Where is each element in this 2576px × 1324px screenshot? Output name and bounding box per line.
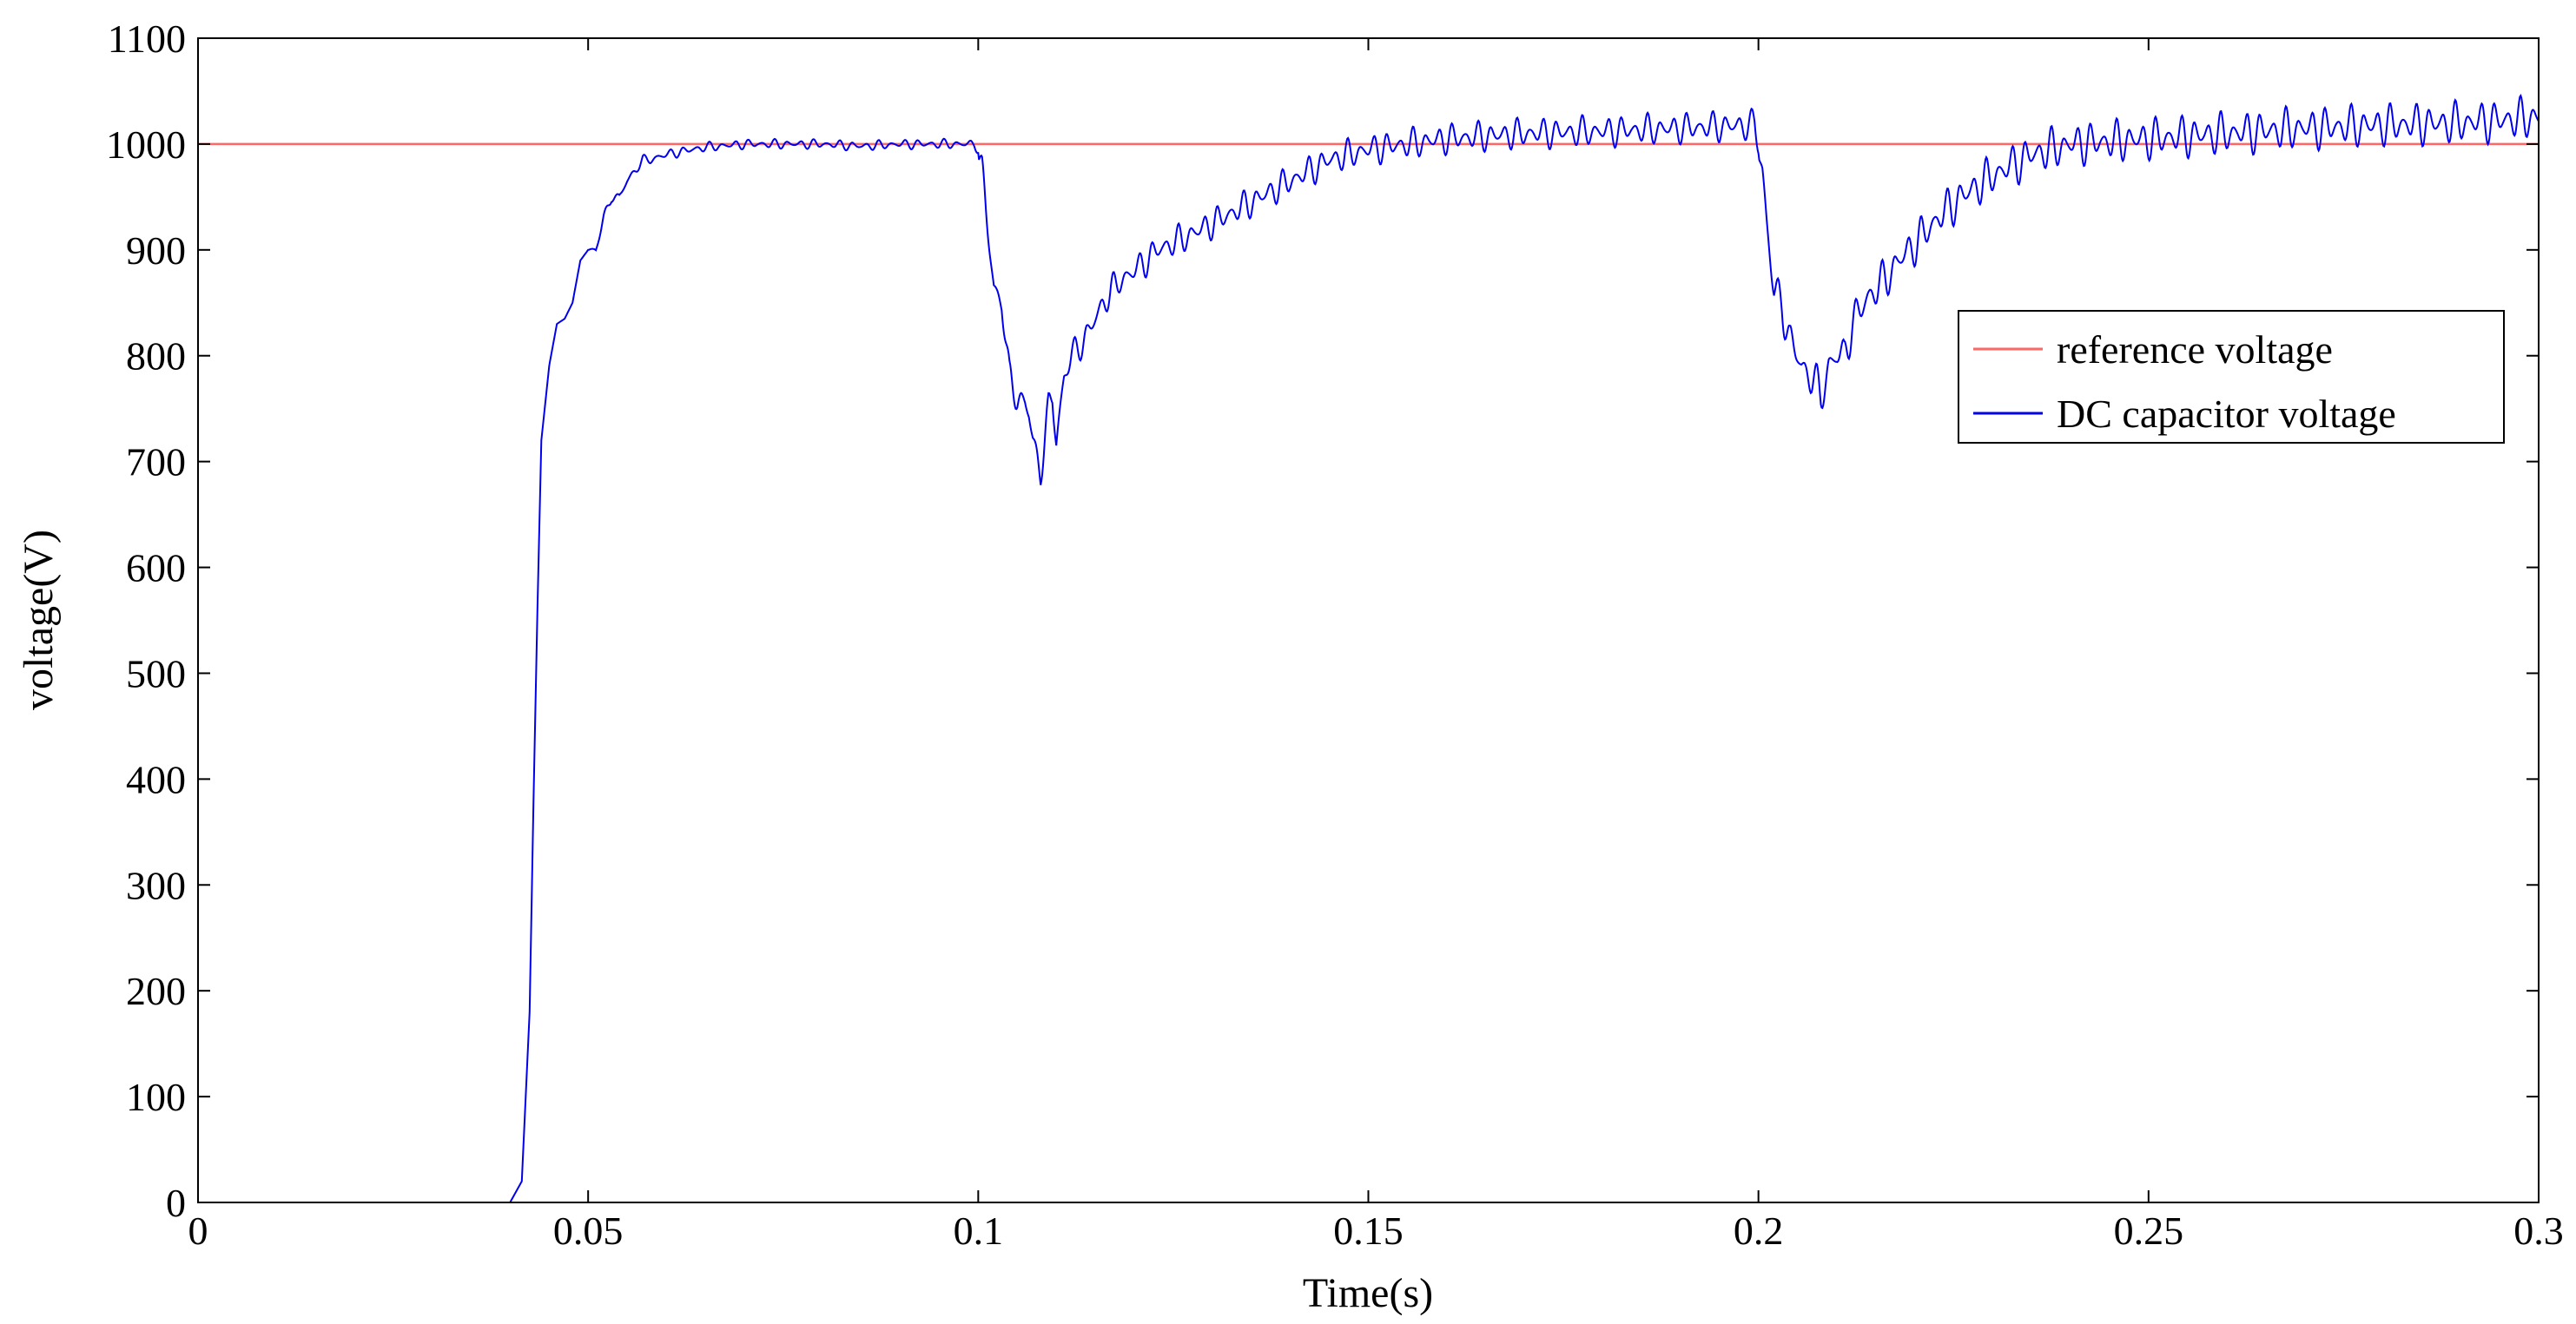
- series-layer: [198, 94, 2539, 1202]
- y-tick-label: 500: [126, 651, 186, 695]
- y-tick-label: 400: [126, 757, 186, 801]
- x-tick-label: 0.15: [1333, 1209, 1404, 1253]
- y-tick-label: 600: [126, 546, 186, 590]
- x-tick-label: 0.05: [553, 1209, 624, 1253]
- x-tick-label: 0: [188, 1209, 208, 1253]
- legend-label-reference-voltage: reference voltage: [2057, 327, 2333, 372]
- x-tick-label: 0.1: [954, 1209, 1004, 1253]
- series-line-dc-capacitor-voltage: [198, 94, 2539, 1202]
- x-tick-label: 0.3: [2513, 1209, 2564, 1253]
- legend-label-dc-capacitor-voltage: DC capacitor voltage: [2057, 392, 2396, 436]
- y-tick-label: 200: [126, 969, 186, 1013]
- plot-area: [198, 94, 2539, 1202]
- y-axis-title: voltage(V): [16, 530, 62, 710]
- y-tick-label: 900: [126, 228, 186, 273]
- x-tick-label: 0.2: [1734, 1209, 1784, 1253]
- x-axis-title: Time(s): [1303, 1270, 1433, 1316]
- y-tick-label: 300: [126, 863, 186, 907]
- x-tick-label: 0.25: [2114, 1209, 2184, 1253]
- y-tick-label: 100: [126, 1075, 186, 1119]
- y-tick-label: 1100: [108, 16, 186, 61]
- y-tick-label: 800: [126, 334, 186, 379]
- legend-box: [1958, 310, 2505, 444]
- y-tick-label: 0: [166, 1181, 186, 1225]
- legend: reference voltage DC capacitor voltage: [1958, 310, 2505, 444]
- y-tick-label: 1000: [106, 122, 186, 167]
- ticks-layer: 0 0.05 0.1 0.15 0.2 0.25 0.3 0 100 200 300 400 500 60…: [106, 16, 2564, 1253]
- y-tick-label: 700: [126, 440, 186, 484]
